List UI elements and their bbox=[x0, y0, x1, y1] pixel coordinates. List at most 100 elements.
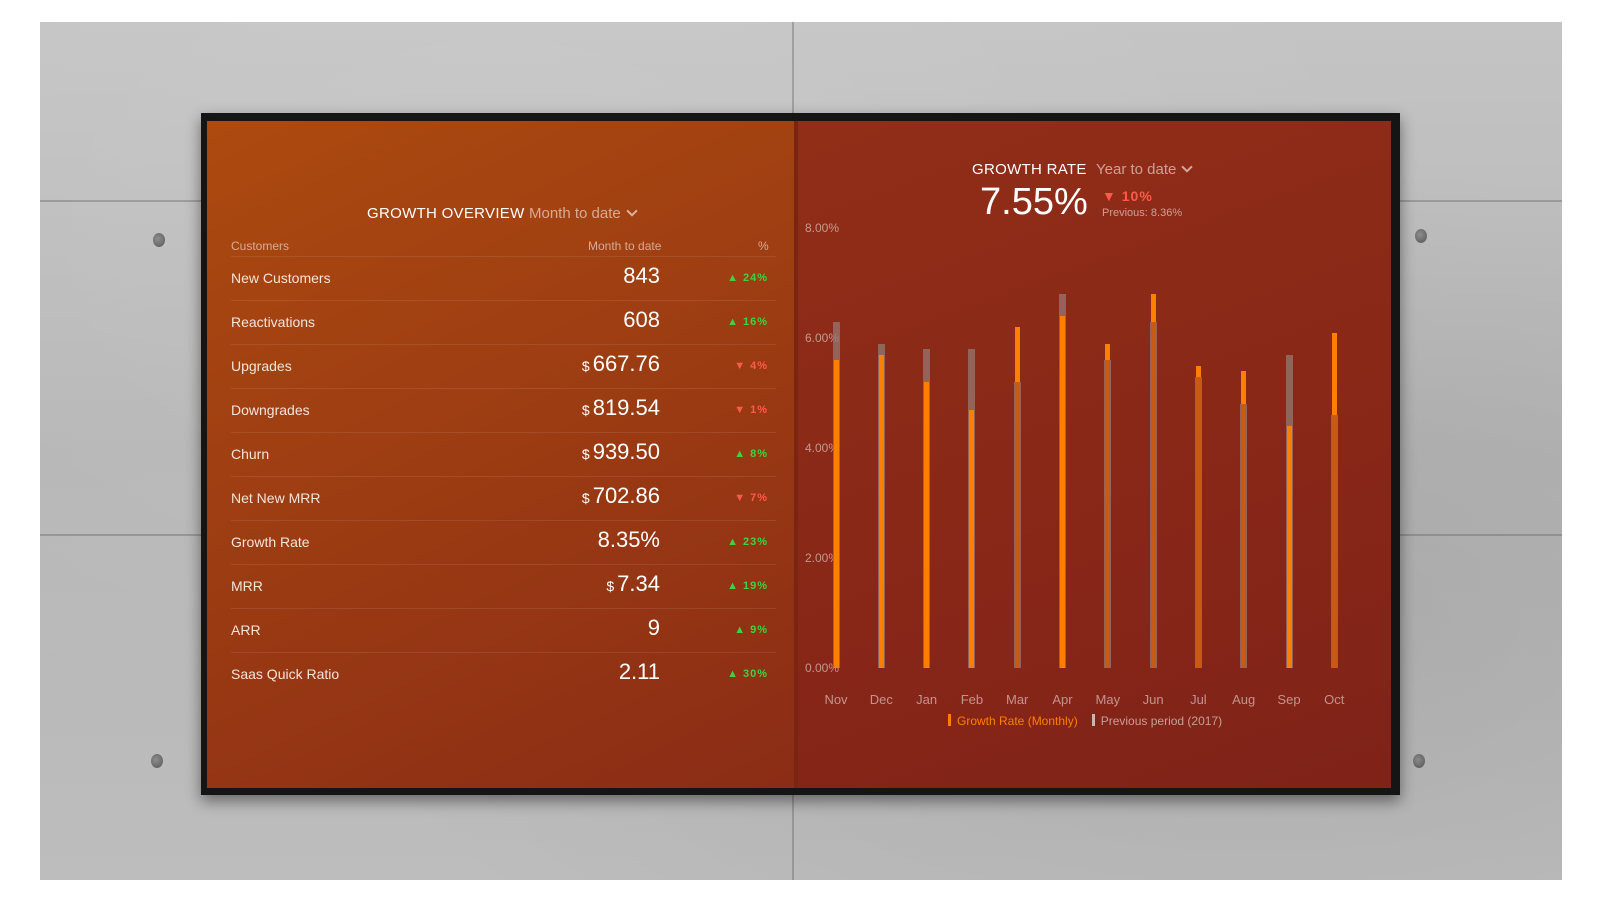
x-axis-tick-label: Oct bbox=[1324, 692, 1345, 707]
table-row: Growth Rate 8.35% ▲ 23% bbox=[231, 520, 776, 565]
bar-overlap-segment bbox=[1331, 415, 1337, 668]
metric-change-value: 19% bbox=[742, 580, 768, 592]
metric-value: 9 bbox=[648, 615, 660, 641]
wall-bolt bbox=[153, 233, 165, 247]
metric-label: Saas Quick Ratio bbox=[231, 666, 340, 682]
x-axis-tick-label: Mar bbox=[1005, 692, 1029, 707]
y-axis-tick-label: 4.00% bbox=[805, 441, 840, 455]
metric-number: 2.11 bbox=[618, 659, 660, 684]
growth-rate-bar[interactable] bbox=[1060, 316, 1065, 668]
down-arrow-icon: ▼ bbox=[1102, 188, 1117, 204]
legend-item[interactable]: Growth Rate (Monthly) bbox=[948, 714, 1078, 728]
metric-value: $702.86 bbox=[582, 483, 660, 509]
x-axis-tick-label: Apr bbox=[1052, 692, 1073, 707]
bar-overlap-segment bbox=[1105, 360, 1111, 668]
panel-divider bbox=[794, 121, 798, 788]
x-axis-tick-label: Nov bbox=[824, 692, 848, 707]
wall-bolt bbox=[1413, 754, 1425, 768]
metric-value: 608 bbox=[623, 307, 660, 333]
legend-label: Growth Rate (Monthly) bbox=[957, 714, 1078, 728]
down-arrow-icon: ▼ bbox=[734, 360, 747, 372]
growth-rate-bar[interactable] bbox=[1286, 426, 1292, 668]
metric-value: $819.54 bbox=[582, 395, 660, 421]
metric-label: MRR bbox=[231, 578, 263, 594]
metric-label: Growth Rate bbox=[231, 534, 310, 550]
legend-swatch bbox=[1091, 714, 1095, 726]
growth-rate-title: GROWTH RATE bbox=[972, 161, 1087, 178]
bar-overlap-segment bbox=[1150, 321, 1156, 668]
metric-number: 819.54 bbox=[592, 395, 660, 420]
up-arrow-icon: ▲ bbox=[727, 272, 739, 284]
up-arrow-icon: ▲ bbox=[727, 668, 739, 680]
currency-symbol: $ bbox=[581, 358, 590, 374]
metric-number: 9 bbox=[647, 615, 660, 640]
x-axis-tick-label: Sep bbox=[1277, 692, 1301, 707]
x-axis-tick-label: Jun bbox=[1142, 692, 1164, 707]
down-arrow-icon: ▼ bbox=[734, 492, 747, 504]
metric-value: 8.35% bbox=[598, 527, 660, 553]
bar-overlap-segment bbox=[1241, 404, 1247, 668]
metric-change: ▲ 30% bbox=[727, 668, 768, 680]
overview-period-dropdown[interactable]: Month to date bbox=[529, 205, 638, 222]
table-row: Saas Quick Ratio 2.11 ▲ 30% bbox=[231, 652, 776, 697]
up-arrow-icon: ▲ bbox=[734, 624, 747, 636]
growth-rate-bar[interactable] bbox=[924, 382, 930, 668]
metric-number: 8.35% bbox=[597, 527, 660, 552]
metric-change: ▲ 24% bbox=[727, 272, 768, 284]
column-header-customers: Customers bbox=[231, 239, 290, 253]
currency-symbol: $ bbox=[606, 578, 615, 594]
y-axis-tick-label: 2.00% bbox=[805, 551, 840, 565]
metric-label: New Customers bbox=[231, 270, 331, 286]
chart-legend: Growth Rate (Monthly) Previous period (20… bbox=[948, 714, 1236, 728]
metric-change-value: 16% bbox=[742, 316, 768, 328]
growth-rate-bar[interactable] bbox=[878, 354, 884, 668]
metric-change: ▲ 16% bbox=[727, 316, 768, 328]
down-arrow-icon: ▼ bbox=[734, 404, 747, 416]
table-row: Churn $939.50 ▲ 8% bbox=[231, 432, 776, 477]
legend-item[interactable]: Previous period (2017) bbox=[1091, 714, 1222, 728]
metric-change-value: 23% bbox=[742, 536, 768, 548]
metric-value: $667.76 bbox=[582, 351, 660, 377]
metric-number: 843 bbox=[623, 263, 660, 288]
table-row: MRR $7.34 ▲ 19% bbox=[231, 564, 776, 609]
y-axis-tick-label: 6.00% bbox=[805, 331, 840, 345]
up-arrow-icon: ▲ bbox=[727, 536, 739, 548]
wall-bolt bbox=[151, 754, 163, 768]
growth-period-label: Year to date bbox=[1096, 161, 1177, 178]
metric-change-value: 7% bbox=[750, 492, 768, 504]
chevron-down-icon bbox=[626, 205, 638, 217]
metric-label: ARR bbox=[231, 622, 261, 638]
metric-value: 843 bbox=[623, 263, 660, 289]
y-axis-tick-label: 0.00% bbox=[805, 661, 840, 675]
tv-frame: GROWTH OVERVIEW Month to date Customers … bbox=[201, 113, 1400, 795]
table-row: Reactivations 608 ▲ 16% bbox=[231, 300, 776, 345]
growth-rate-bar[interactable] bbox=[969, 409, 975, 668]
bar-overlap-segment bbox=[1014, 382, 1020, 668]
bar-overlap-segment bbox=[1195, 376, 1201, 668]
metric-number: 939.50 bbox=[592, 439, 660, 464]
metric-value: $939.50 bbox=[582, 439, 660, 465]
growth-rate-value: 7.55% bbox=[980, 181, 1088, 223]
metric-value: 2.11 bbox=[619, 659, 660, 685]
metric-label: Upgrades bbox=[231, 358, 292, 374]
chevron-down-icon bbox=[1181, 161, 1194, 173]
metric-label: Reactivations bbox=[231, 314, 316, 330]
table-row: Downgrades $819.54 ▼ 1% bbox=[231, 388, 776, 433]
growth-rate-bar[interactable] bbox=[833, 360, 839, 668]
metric-value: $7.34 bbox=[606, 571, 660, 597]
currency-symbol: $ bbox=[581, 446, 590, 462]
growth-period-dropdown[interactable]: Year to date bbox=[1096, 161, 1194, 178]
up-arrow-icon: ▲ bbox=[727, 316, 739, 328]
metric-change: ▲ 19% bbox=[727, 580, 768, 592]
legend-swatch bbox=[948, 714, 951, 726]
overview-period-label: Month to date bbox=[529, 205, 621, 222]
growth-rate-previous: Previous: 8.36% bbox=[1102, 207, 1183, 219]
x-axis-tick-label: Feb bbox=[960, 692, 984, 707]
currency-symbol: $ bbox=[581, 402, 590, 418]
wall-bolt bbox=[1415, 229, 1427, 243]
table-row: Upgrades $667.76 ▼ 4% bbox=[231, 344, 776, 389]
x-axis-tick-label: Aug bbox=[1232, 692, 1256, 707]
metric-label: Churn bbox=[231, 446, 270, 462]
metric-change: ▲ 23% bbox=[727, 536, 768, 548]
growth-overview-widget: GROWTH OVERVIEW Month to date Customers … bbox=[207, 121, 794, 788]
